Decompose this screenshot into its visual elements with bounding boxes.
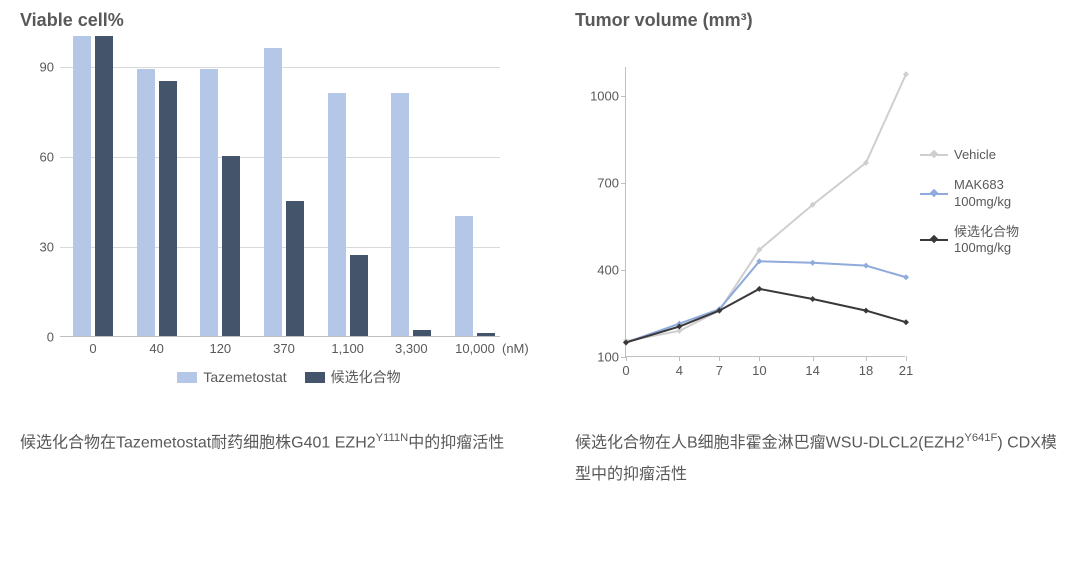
line-chart-panel: Tumor volume (mm³) 100400700100004710141… [575, 10, 1065, 491]
left-caption: 候选化合物在Tazemetostat耐药细胞株G401 EZH2Y111N中的抑… [20, 427, 545, 459]
line-legend-label: Vehicle [954, 147, 996, 163]
right-caption: 候选化合物在人B细胞非霍金淋巴瘤WSU-DLCL2(EZH2Y641F) CDX… [575, 427, 1065, 491]
bar [200, 69, 218, 336]
bar [137, 69, 155, 336]
bar-xtick-label: 120 [191, 341, 249, 356]
bar [455, 216, 473, 336]
bar-chart-panel: Viable cell% 03060900401203701,1003,3001… [20, 10, 545, 459]
line-xtick-label: 18 [851, 363, 881, 378]
bar [264, 48, 282, 336]
line-xtick-label: 4 [664, 363, 694, 378]
bar [328, 93, 346, 336]
line-xtick-label: 14 [798, 363, 828, 378]
line-xtick-label: 0 [611, 363, 641, 378]
bar-xtick-label: 1,100 [319, 341, 377, 356]
bar-chart-area: 03060900401203701,1003,30010,000(nM) Taz… [30, 37, 530, 377]
bar-xtick-label: 10,000 [446, 341, 504, 356]
bar-xtick-label: 0 [64, 341, 122, 356]
bar-xtick-label: 3,300 [382, 341, 440, 356]
bar-ytick-label: 30 [30, 240, 54, 255]
bar-ytick-label: 60 [30, 150, 54, 165]
legend-swatch [177, 372, 197, 383]
line-xtick-label: 10 [744, 363, 774, 378]
bar [477, 333, 495, 336]
bar [286, 201, 304, 336]
bar-plot: 03060900401203701,1003,30010,000(nM) [60, 37, 500, 337]
line-ytick-label: 400 [581, 263, 619, 278]
bar [391, 93, 409, 336]
bar [413, 330, 431, 336]
bar-ytick-label: 90 [30, 60, 54, 75]
bar [95, 36, 113, 336]
line-legend-item: 候选化合物100mg/kg [920, 224, 1019, 257]
line-ytick-label: 1000 [581, 89, 619, 104]
legend-swatch [305, 372, 325, 383]
line-series [626, 67, 906, 357]
line-xtick-label: 21 [891, 363, 921, 378]
line-plot: 100400700100004710141821 [625, 67, 905, 357]
bar [73, 36, 91, 336]
bar [222, 156, 240, 336]
line-legend-item: MAK683100mg/kg [920, 177, 1019, 210]
bar-chart-legend: Tazemetostat 候选化合物 [30, 367, 530, 387]
legend-label: 候选化合物 [331, 369, 401, 385]
bar-xtick-label: 370 [255, 341, 313, 356]
line-legend-label: 候选化合物100mg/kg [954, 224, 1019, 257]
line-chart-legend: Vehicle MAK683100mg/kg 候选化合物100mg/kg [920, 147, 1019, 270]
line-legend-label: MAK683100mg/kg [954, 177, 1011, 210]
line-chart-area: 100400700100004710141821 Vehicle MAK68310… [575, 37, 1045, 377]
bar-ytick-label: 0 [30, 330, 54, 345]
line-ytick-label: 700 [581, 176, 619, 191]
line-xtick-mark [906, 356, 907, 361]
line-xtick-label: 7 [704, 363, 734, 378]
bar-x-unit: (nM) [502, 341, 529, 356]
legend-label: Tazemetostat [203, 369, 286, 385]
bar [159, 81, 177, 336]
line-chart-title: Tumor volume (mm³) [575, 10, 1065, 31]
line-legend-item: Vehicle [920, 147, 1019, 163]
bar-chart-title: Viable cell% [20, 10, 545, 31]
bar [350, 255, 368, 336]
bar-xtick-label: 40 [128, 341, 186, 356]
